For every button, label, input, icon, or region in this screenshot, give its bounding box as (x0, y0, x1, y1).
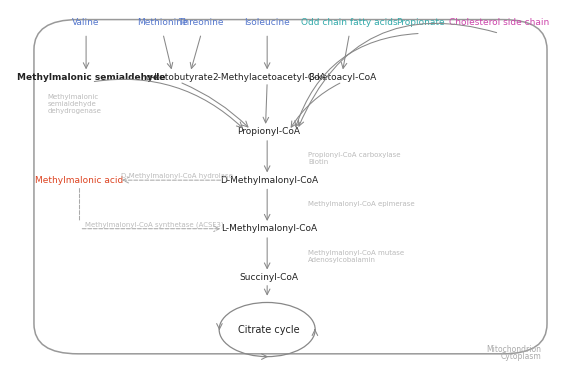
Text: Methylmalonic semialdehyde: Methylmalonic semialdehyde (17, 73, 166, 82)
Text: Propionate: Propionate (397, 18, 445, 27)
Text: α-ketobutyrate: α-ketobutyrate (146, 73, 213, 82)
Text: Propionyl-CoA: Propionyl-CoA (237, 127, 300, 136)
Text: Succinyl-CoA: Succinyl-CoA (240, 273, 298, 282)
Text: Isoleucine: Isoleucine (244, 18, 290, 27)
Text: L-Methylmalonyl-CoA: L-Methylmalonyl-CoA (221, 224, 317, 233)
Text: Methionine: Methionine (138, 18, 188, 27)
Text: D-Methylmalonyl-CoA hydrolase: D-Methylmalonyl-CoA hydrolase (121, 173, 233, 179)
Text: Propionyl-CoA carboxylase: Propionyl-CoA carboxylase (308, 152, 401, 158)
Text: Methylmalonyl-CoA epimerase: Methylmalonyl-CoA epimerase (308, 202, 415, 207)
Text: Cholesterol side chain: Cholesterol side chain (449, 18, 550, 27)
Text: Cytoplasm: Cytoplasm (501, 352, 542, 360)
Text: Threonine: Threonine (179, 18, 224, 27)
Text: Valine: Valine (72, 18, 100, 27)
Text: D-Methylmalonyl-CoA: D-Methylmalonyl-CoA (220, 175, 318, 185)
Text: Methylmalonyl-CoA synthetase (ACSF3): Methylmalonyl-CoA synthetase (ACSF3) (85, 221, 224, 228)
Text: Biotin: Biotin (308, 159, 328, 165)
Text: β-ketoacyl-CoA: β-ketoacyl-CoA (308, 73, 377, 82)
Text: Adenosylcobalamin: Adenosylcobalamin (308, 257, 376, 263)
Text: Methylmalonyl-CoA mutase: Methylmalonyl-CoA mutase (308, 250, 405, 256)
Text: 2-Methylacetoacetyl-CoA: 2-Methylacetoacetyl-CoA (212, 73, 325, 82)
Text: Odd chain fatty acids: Odd chain fatty acids (301, 18, 398, 27)
Text: Methylmalonic acid: Methylmalonic acid (35, 175, 123, 185)
Text: Citrate cycle: Citrate cycle (238, 324, 300, 335)
Text: Methylmalonic
semialdehyde
dehydrogenase: Methylmalonic semialdehyde dehydrogenase (48, 94, 101, 114)
Text: Mitochondrion: Mitochondrion (486, 345, 542, 354)
